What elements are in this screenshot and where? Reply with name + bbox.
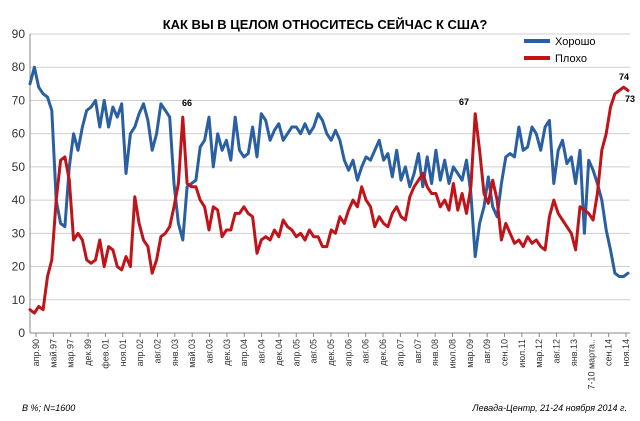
x-tick-label: сен.14 [604, 339, 614, 366]
x-tick-label: янв.08 [430, 339, 440, 366]
y-axis-ticks: 0 10 20 30 40 50 60 70 80 90 [12, 27, 26, 340]
x-tick-label: дек.06 [378, 339, 388, 366]
x-axis-ticks: апр.90 май.97 мар.97 дек.99 фев.01 ноя.01 апр.… [31, 333, 631, 390]
x-tick-label: 7-10 марта.. [586, 339, 596, 390]
x-tick-label: дек.03 [222, 339, 232, 366]
x-tick-label: янв.13 [569, 339, 579, 366]
x-tick-label: авг.07 [413, 339, 423, 363]
x-tick-label: авг.12 [552, 339, 562, 363]
x-tick-label: авг.06 [361, 339, 371, 363]
x-tick-label: апр.04 [239, 339, 249, 366]
x-tick-label: дек.99 [83, 339, 93, 366]
x-tick-label: дек.04 [274, 339, 284, 366]
y-tick-label: 60 [12, 127, 26, 141]
x-tick-label: апр.07 [395, 339, 405, 366]
x-tick-label: авг.05 [309, 339, 319, 363]
footnote-source: Левада-Центр, 21-24 ноября 2014 г. [471, 403, 627, 413]
y-tick-label: 40 [12, 193, 26, 207]
x-tick-label: апр.05 [291, 339, 301, 366]
annotation-peak-2003: 66 [182, 98, 192, 108]
legend: Хорошо Плохо [524, 36, 596, 65]
y-tick-label: 50 [12, 160, 26, 174]
x-tick-label: июл.08 [447, 339, 457, 368]
x-tick-label: авг.03 [205, 339, 215, 363]
x-tick-label: апр.06 [343, 339, 353, 366]
x-tick-label: ноя.14 [621, 339, 631, 366]
y-tick-label: 80 [12, 60, 26, 74]
x-tick-label: мар.12 [534, 339, 544, 368]
x-tick-label: мар.97 [66, 339, 76, 368]
series-line-bad [28, 85, 630, 315]
x-tick-label: апр.90 [31, 339, 41, 366]
end-label-good: 73 [625, 94, 635, 104]
x-tick-label: авг.02 [152, 339, 162, 363]
legend-label-bad: Плохо [555, 53, 587, 65]
y-tick-label: 10 [12, 293, 26, 307]
x-tick-label: мар.09 [465, 339, 475, 368]
annotation-peak-2008: 67 [459, 97, 469, 107]
end-label-bad: 74 [619, 72, 629, 82]
x-tick-label: сен.10 [500, 339, 510, 366]
footnote-sample: В %; N=1600 [22, 403, 75, 413]
x-tick-label: дек.05 [326, 339, 336, 366]
y-tick-label: 70 [12, 93, 26, 107]
x-tick-label: ноя.01 [118, 339, 128, 366]
y-tick-label: 20 [12, 260, 26, 274]
x-tick-label: фев.01 [100, 339, 110, 369]
series-line-good [28, 65, 630, 278]
x-tick-label: янв.03 [170, 339, 180, 366]
x-tick-label: июл.11 [517, 339, 527, 368]
y-tick-label: 30 [12, 226, 26, 240]
x-tick-label: авг.04 [257, 339, 267, 363]
y-tick-label: 90 [12, 27, 26, 41]
series-lines [28, 65, 630, 315]
y-tick-label: 0 [18, 326, 25, 340]
legend-label-good: Хорошо [555, 36, 596, 48]
x-tick-label: май.97 [48, 339, 58, 368]
chart-title: КАК ВЫ В ЦЕЛОМ ОТНОСИТЕСЬ СЕЙЧАС К США? [163, 17, 488, 32]
x-tick-label: апр.02 [135, 339, 145, 366]
x-tick-label: май.03 [187, 339, 197, 368]
x-tick-label: авг.09 [482, 339, 492, 363]
